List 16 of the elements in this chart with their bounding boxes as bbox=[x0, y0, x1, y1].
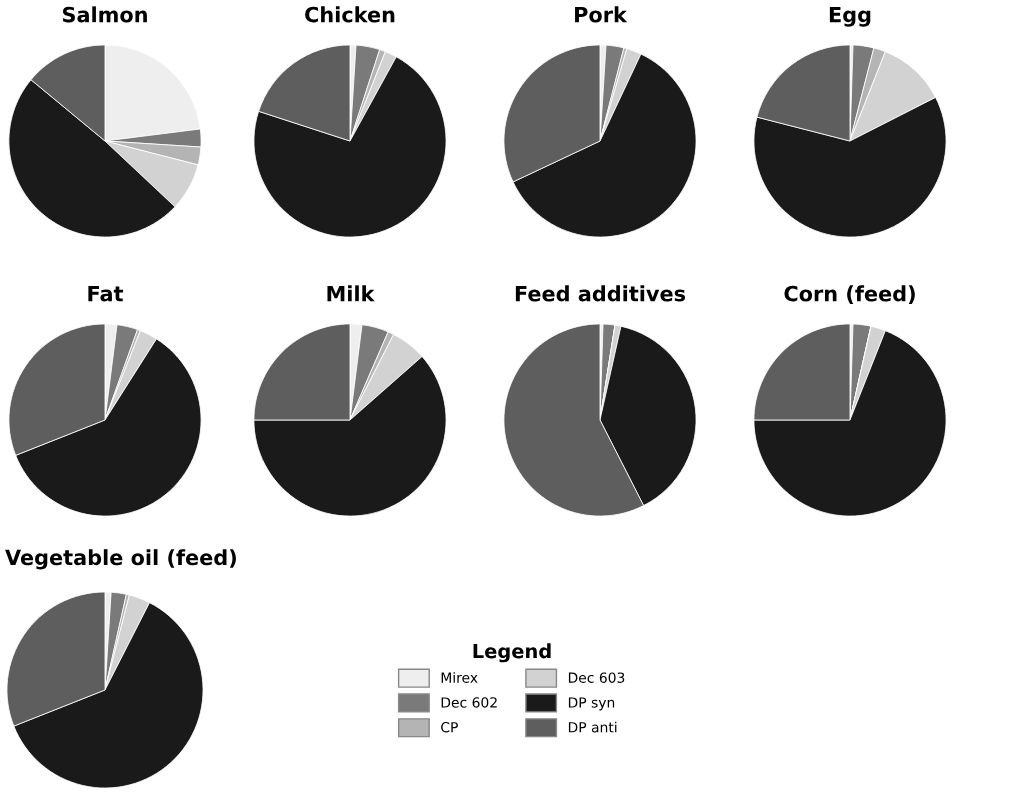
chart-title: Pork bbox=[575, 6, 628, 23]
legend-label: Dec 603 bbox=[568, 672, 625, 683]
legend-label: CP bbox=[441, 721, 458, 733]
legend-label: DP anti bbox=[568, 721, 617, 733]
chart-title: Fat bbox=[88, 285, 124, 302]
chart-title: Feed additives bbox=[515, 285, 686, 302]
chart-title: Egg bbox=[829, 6, 871, 27]
legend-label: Dec 602 bbox=[441, 697, 497, 708]
chart-title: Chicken bbox=[305, 6, 395, 23]
chart-title: Milk bbox=[327, 285, 375, 302]
chart-title: Vegetable oil (feed) bbox=[5, 549, 236, 570]
legend-label: Mirex bbox=[441, 672, 478, 683]
chart-title: Corn (feed) bbox=[784, 285, 915, 304]
legend-label: DP syn bbox=[568, 697, 615, 711]
chart-title: Salmon bbox=[62, 6, 147, 23]
legend-title: Legend bbox=[473, 643, 551, 663]
